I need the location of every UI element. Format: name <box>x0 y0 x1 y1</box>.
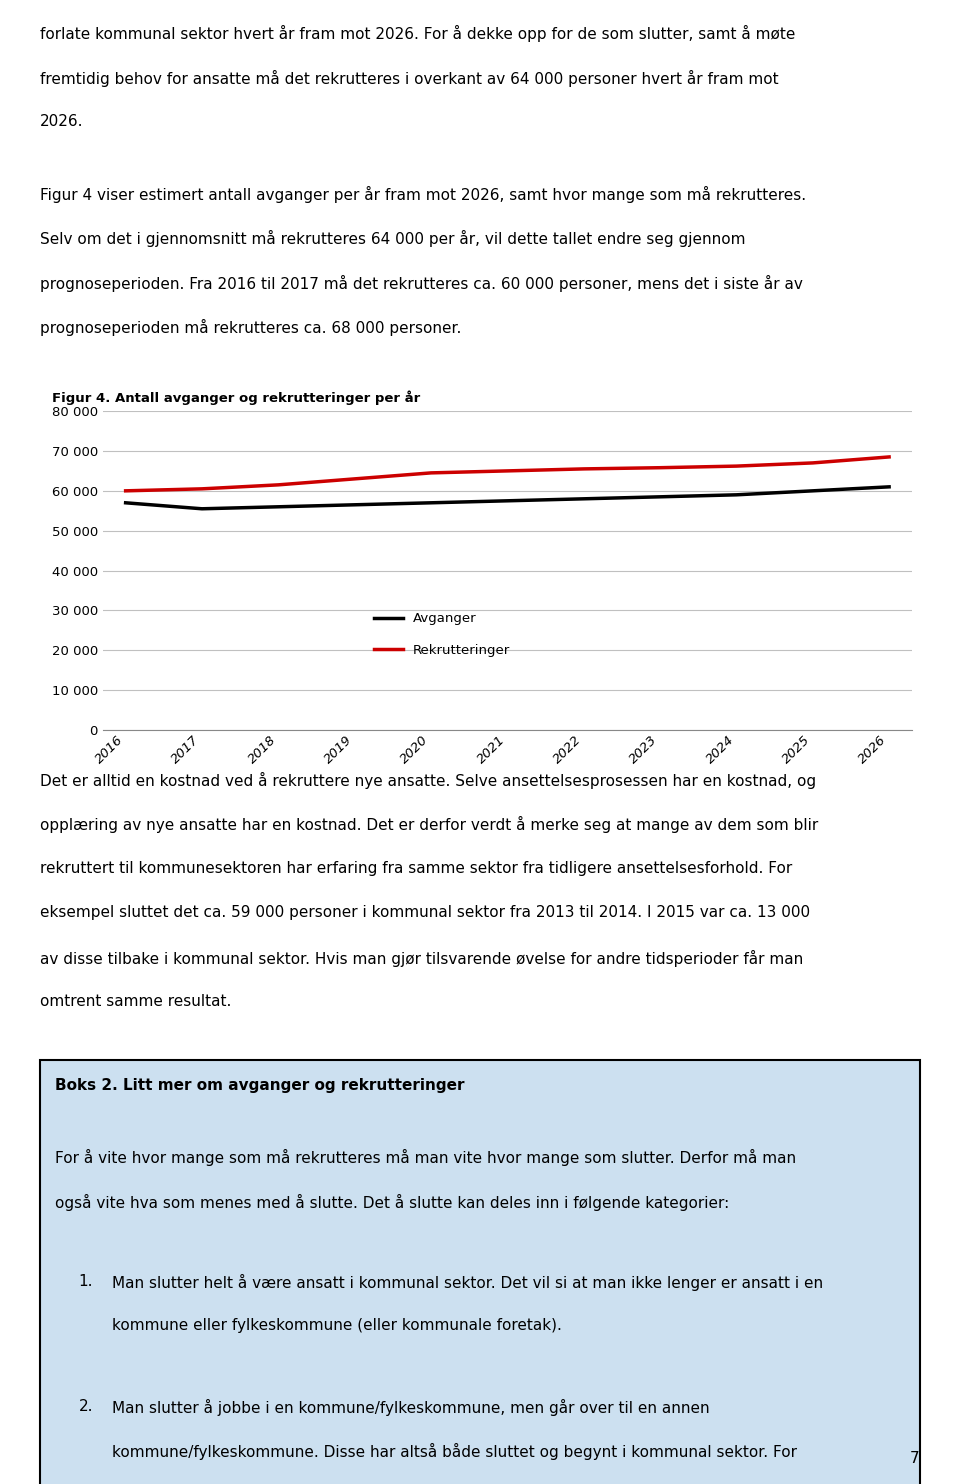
Text: For å vite hvor mange som må rekrutteres må man vite hvor mange som slutter. Der: For å vite hvor mange som må rekrutteres… <box>55 1149 796 1166</box>
Text: kommune eller fylkeskommune (eller kommunale foretak).: kommune eller fylkeskommune (eller kommu… <box>112 1318 563 1334</box>
Text: eksempel sluttet det ca. 59 000 personer i kommunal sektor fra 2013 til 2014. I : eksempel sluttet det ca. 59 000 personer… <box>40 905 810 920</box>
Text: Det er alltid en kostnad ved å rekruttere nye ansatte. Selve ansettelsesprosesse: Det er alltid en kostnad ved å rekrutter… <box>40 772 816 788</box>
Text: 7: 7 <box>910 1451 920 1466</box>
Text: Selv om det i gjennomsnitt må rekrutteres 64 000 per år, vil dette tallet endre : Selv om det i gjennomsnitt må rekruttere… <box>40 230 746 246</box>
Text: 2.: 2. <box>79 1398 93 1414</box>
Text: prognoseperioden. Fra 2016 til 2017 må det rekrutteres ca. 60 000 personer, mens: prognoseperioden. Fra 2016 til 2017 må d… <box>40 275 804 291</box>
Text: omtrent samme resultat.: omtrent samme resultat. <box>40 994 231 1009</box>
Text: opplæring av nye ansatte har en kostnad. Det er derfor verdt å merke seg at mang: opplæring av nye ansatte har en kostnad.… <box>40 816 819 833</box>
Text: Man slutter helt å være ansatt i kommunal sektor. Det vil si at man ikke lenger : Man slutter helt å være ansatt i kommuna… <box>112 1273 824 1291</box>
Text: prognoseperioden må rekrutteres ca. 68 000 personer.: prognoseperioden må rekrutteres ca. 68 0… <box>40 319 462 335</box>
Text: av disse tilbake i kommunal sektor. Hvis man gjør tilsvarende øvelse for andre t: av disse tilbake i kommunal sektor. Hvis… <box>40 950 804 966</box>
Text: 1.: 1. <box>79 1273 93 1290</box>
Text: Man slutter å jobbe i en kommune/fylkeskommune, men går over til en annen: Man slutter å jobbe i en kommune/fylkesk… <box>112 1398 710 1416</box>
Text: Boks 2. Litt mer om avganger og rekrutteringer: Boks 2. Litt mer om avganger og rekrutte… <box>55 1077 465 1094</box>
Text: kommune/fylkeskommune. Disse har altså både sluttet og begynt i kommunal sektor.: kommune/fylkeskommune. Disse har altså b… <box>112 1442 798 1460</box>
Text: Figur 4. Antall avganger og rekrutteringer per år: Figur 4. Antall avganger og rekruttering… <box>52 390 420 405</box>
Text: også vite hva som menes med å slutte. Det å slutte kan deles inn i følgende kate: også vite hva som menes med å slutte. De… <box>55 1193 729 1211</box>
Text: fremtidig behov for ansatte må det rekrutteres i overkant av 64 000 personer hve: fremtidig behov for ansatte må det rekru… <box>40 70 779 86</box>
Text: 2026.: 2026. <box>40 114 84 129</box>
Legend: Avganger, Rekrutteringer: Avganger, Rekrutteringer <box>369 607 516 662</box>
FancyBboxPatch shape <box>40 1060 920 1484</box>
Text: Figur 4 viser estimert antall avganger per år fram mot 2026, samt hvor mange som: Figur 4 viser estimert antall avganger p… <box>40 186 806 202</box>
Text: forlate kommunal sektor hvert år fram mot 2026. For å dekke opp for de som slutt: forlate kommunal sektor hvert år fram mo… <box>40 25 796 42</box>
Text: rekruttert til kommunesektoren har erfaring fra samme sektor fra tidligere anset: rekruttert til kommunesektoren har erfar… <box>40 861 793 876</box>
